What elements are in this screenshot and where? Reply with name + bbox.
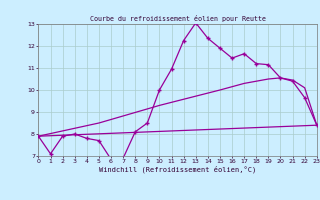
X-axis label: Windchill (Refroidissement éolien,°C): Windchill (Refroidissement éolien,°C): [99, 166, 256, 173]
Title: Courbe du refroidissement éolien pour Reutte: Courbe du refroidissement éolien pour Re…: [90, 15, 266, 22]
